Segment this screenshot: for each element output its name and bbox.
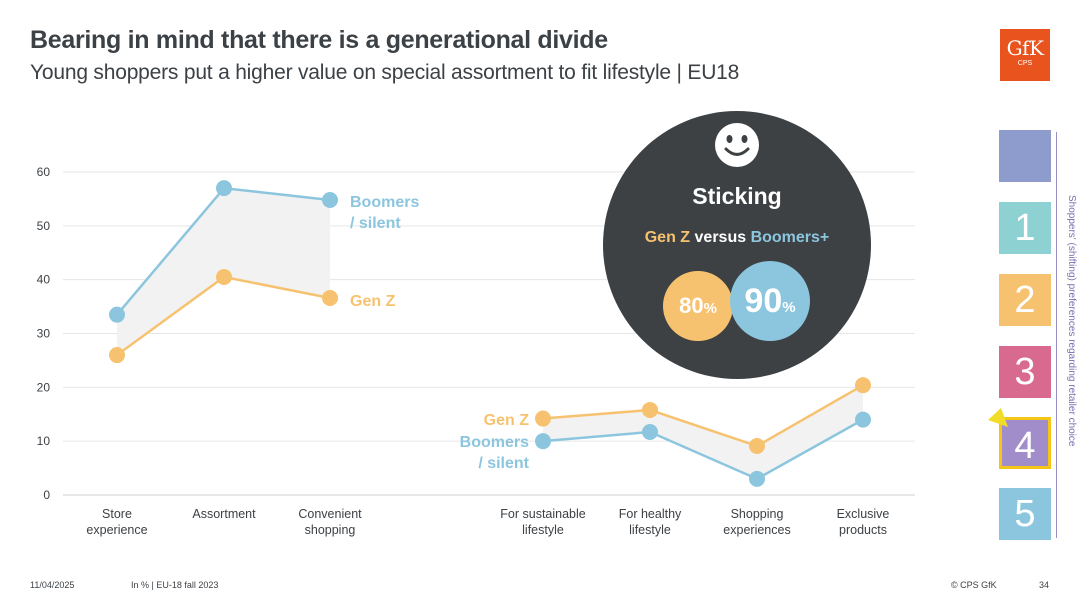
callout-genz: Gen Z — [644, 229, 691, 246]
series-label: Gen Z — [484, 412, 530, 429]
x-tick-label: For sustainable — [500, 507, 586, 521]
nav-tile-2[interactable]: 2 — [999, 274, 1051, 326]
x-tick-label: Exclusive — [837, 507, 890, 521]
series-line — [542, 384, 864, 448]
x-tick-label: lifestyle — [522, 523, 564, 537]
series-label: Boomers — [460, 434, 529, 451]
x-tick-label: experience — [86, 523, 147, 537]
boomers-percent-bubble: 90% — [730, 261, 810, 341]
y-tick-label: 0 — [43, 488, 50, 502]
y-tick-label: 50 — [37, 219, 51, 233]
data-point — [109, 306, 125, 323]
x-tick-label: Shopping — [731, 507, 784, 521]
y-tick-label: 20 — [37, 380, 51, 394]
x-tick-label: For healthy — [619, 507, 682, 521]
nav-tile-5[interactable]: 5 — [999, 488, 1051, 540]
data-point — [855, 377, 871, 394]
data-point — [535, 433, 551, 450]
nav-tile-label: 4 — [1014, 425, 1036, 467]
callout-boomers: Boomers+ — [750, 229, 830, 246]
nav-tile-label: 5 — [1014, 493, 1036, 535]
callout-title: Sticking — [692, 183, 782, 209]
footer-note: In % | EU-18 fall 2023 — [131, 580, 219, 590]
y-tick-label: 60 — [37, 165, 51, 179]
sticking-callout: Sticking Gen Z versus Boomers+ 80% 90% — [603, 111, 871, 379]
series-label: / silent — [478, 455, 529, 472]
line-chart: 0 10 20 30 40 50 60 Store experience Assortment Co… — [37, 165, 915, 537]
series-label: Boomers — [350, 194, 419, 211]
nav-tile-label: 2 — [1014, 279, 1036, 321]
data-point — [642, 401, 658, 418]
nav-tile-overview[interactable] — [999, 130, 1051, 182]
data-point — [535, 410, 551, 427]
data-point — [749, 438, 765, 455]
x-tick-label: Assortment — [192, 507, 256, 521]
gfk-logo: GfK CPS — [1000, 29, 1050, 81]
page-title: Bearing in mind that there is a generati… — [30, 26, 608, 54]
boomers-percent-value: 90 — [744, 282, 783, 320]
logo-subtext: CPS — [1017, 60, 1033, 67]
data-point — [322, 191, 338, 208]
nav-tile-4[interactable]: 4 — [999, 417, 1051, 469]
data-point — [216, 268, 232, 285]
logo-text: GfK — [1006, 36, 1044, 60]
nav-tile-label: 1 — [1014, 207, 1036, 249]
page-subtitle: Young shoppers put a higher value on spe… — [30, 61, 740, 84]
smiley-icon — [715, 123, 759, 167]
genz-percent-unit: % — [703, 300, 717, 317]
data-point — [642, 424, 658, 441]
y-tick-label: 10 — [37, 434, 51, 448]
data-point — [216, 180, 232, 197]
callout-comparison: Gen Z versus Boomers+ — [603, 229, 871, 247]
nav-tile-3[interactable]: 3 — [999, 346, 1051, 398]
footer-copyright: © CPS GfK — [951, 580, 997, 590]
series-label: / silent — [350, 215, 401, 232]
genz-percent-bubble: 80% — [663, 271, 733, 341]
nav-tile-1[interactable]: 1 — [999, 202, 1051, 254]
series-label: Gen Z — [350, 293, 396, 310]
footer-date: 11/04/2025 — [30, 580, 75, 590]
x-tick-label: experiences — [723, 523, 790, 537]
nav-tile-label: 3 — [1014, 351, 1036, 393]
footer-page-number: 34 — [1039, 580, 1050, 590]
current-section-pointer-icon — [988, 408, 1008, 427]
x-tick-label: products — [839, 523, 887, 537]
y-tick-label: 30 — [37, 327, 51, 341]
data-point — [109, 347, 125, 364]
x-tick-label: Convenient — [298, 507, 362, 521]
x-tick-label: shopping — [305, 523, 356, 537]
x-tick-label: lifestyle — [629, 523, 671, 537]
boomers-percent-unit: % — [782, 299, 796, 316]
data-point — [855, 411, 871, 428]
genz-percent-value: 80 — [679, 293, 704, 318]
side-divider — [1056, 132, 1057, 538]
side-label: Shoppers' (shifting) preferences regardi… — [1066, 195, 1077, 447]
series-line — [542, 418, 864, 481]
data-point — [322, 289, 338, 306]
series-gap-area — [543, 385, 863, 479]
y-tick-label: 40 — [37, 273, 51, 287]
callout-versus: versus — [694, 229, 747, 246]
data-point — [749, 470, 765, 487]
x-tick-label: Store — [102, 507, 132, 521]
